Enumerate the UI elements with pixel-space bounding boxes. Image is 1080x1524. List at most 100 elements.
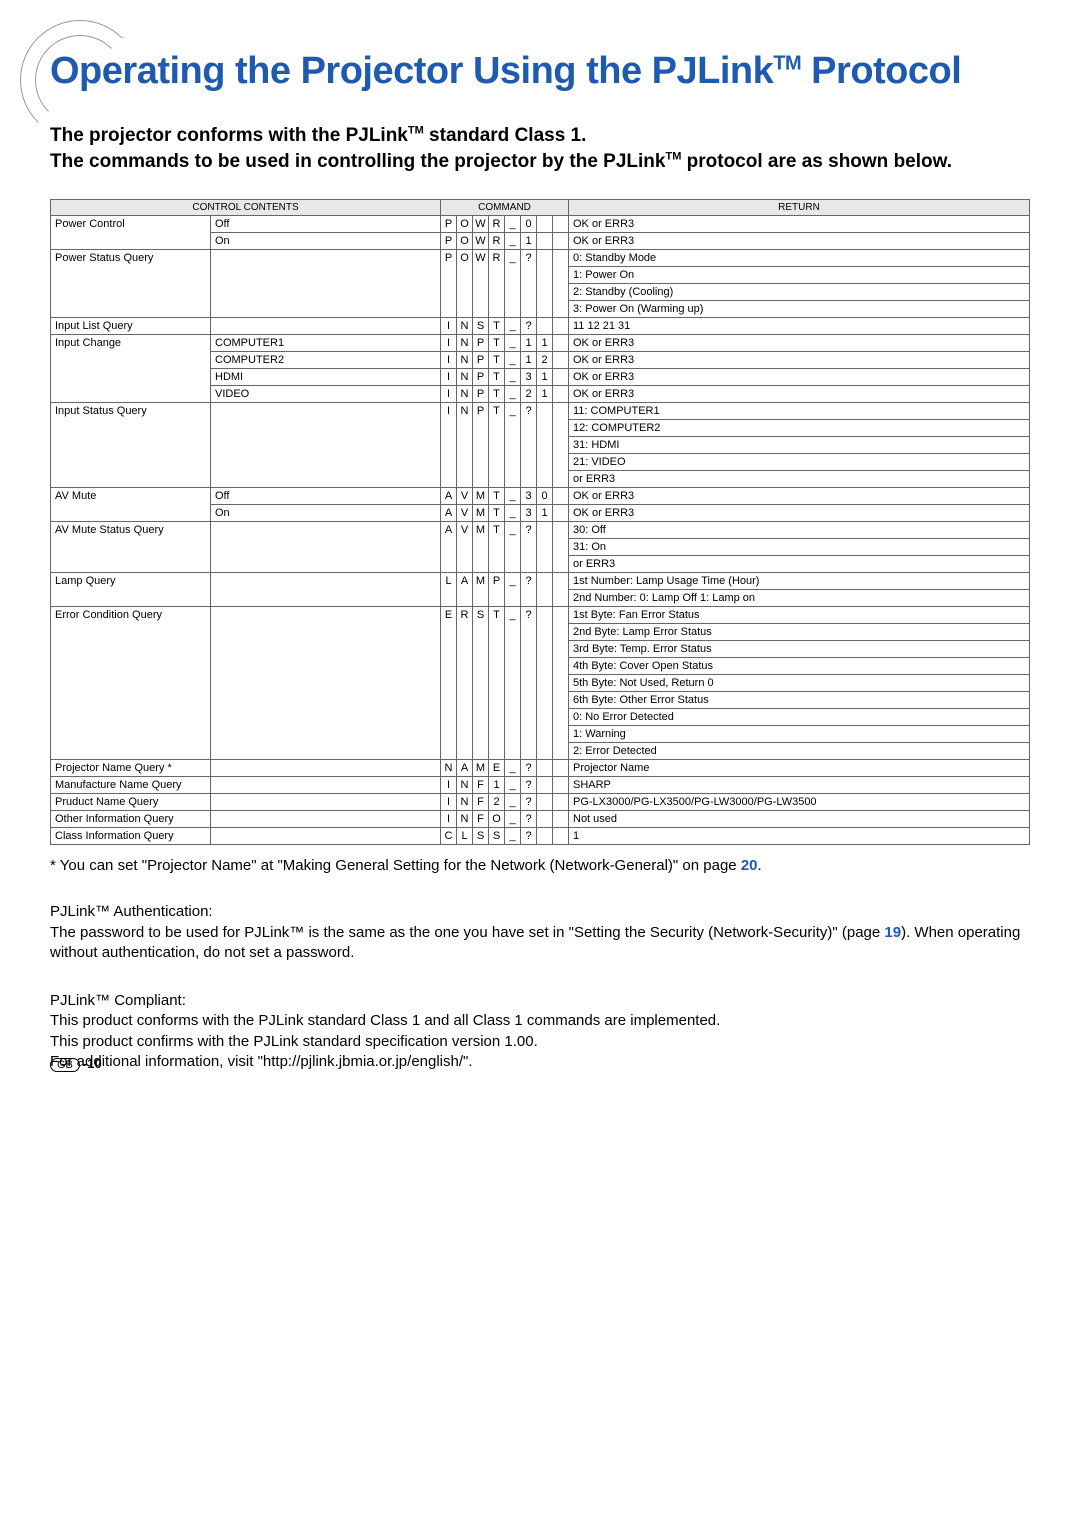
- param-cell: [211, 522, 441, 573]
- cmd-cell: [537, 760, 553, 777]
- control-cell: Pruduct Name Query: [51, 794, 211, 811]
- cmd-cell: 1: [521, 352, 537, 369]
- cmd-cell: _: [505, 794, 521, 811]
- param-cell: Off: [211, 216, 441, 233]
- param-cell: [211, 828, 441, 845]
- table-row: Input ChangeCOMPUTER1INPT_11OK or ERR3: [51, 335, 1030, 352]
- cmd-cell: P: [441, 216, 457, 233]
- cmd-cell: 3: [521, 488, 537, 505]
- cmd-cell: 2: [537, 352, 553, 369]
- cmd-cell: N: [457, 335, 473, 352]
- cmd-cell: V: [457, 488, 473, 505]
- return-cell: 11: COMPUTER1: [569, 403, 1030, 420]
- cmd-cell: _: [505, 522, 521, 573]
- param-cell: [211, 318, 441, 335]
- cmd-cell: [537, 216, 553, 233]
- param-cell: COMPUTER1: [211, 335, 441, 352]
- cmd-cell: I: [441, 386, 457, 403]
- cmd-cell: [553, 505, 569, 522]
- page-link-20: 20: [741, 857, 758, 874]
- cmd-cell: V: [457, 505, 473, 522]
- cmd-cell: ?: [521, 794, 537, 811]
- cmd-cell: T: [489, 369, 505, 386]
- cmd-cell: [553, 522, 569, 573]
- table-row: AV Mute Status QueryAVMT_?30: Off: [51, 522, 1030, 539]
- cmd-cell: C: [441, 828, 457, 845]
- param-cell: [211, 760, 441, 777]
- cmd-cell: I: [441, 318, 457, 335]
- control-cell: Projector Name Query *: [51, 760, 211, 777]
- footnote: * You can set "Projector Name" at "Makin…: [50, 857, 1030, 874]
- cmd-cell: [553, 335, 569, 352]
- param-cell: [211, 811, 441, 828]
- cmd-cell: 1: [537, 369, 553, 386]
- return-cell: OK or ERR3: [569, 352, 1030, 369]
- cmd-cell: ?: [521, 318, 537, 335]
- return-cell: Projector Name: [569, 760, 1030, 777]
- cmd-cell: [537, 403, 553, 488]
- cmd-cell: R: [457, 607, 473, 760]
- control-cell: Power Status Query: [51, 250, 211, 318]
- control-cell: Input Change: [51, 335, 211, 403]
- cmd-cell: _: [505, 386, 521, 403]
- cmd-cell: I: [441, 369, 457, 386]
- return-cell: or ERR3: [569, 471, 1030, 488]
- control-cell: Power Control: [51, 216, 211, 250]
- cmd-cell: [537, 811, 553, 828]
- command-table: CONTROL CONTENTS COMMAND RETURN Power Co…: [50, 199, 1030, 845]
- cmd-cell: I: [441, 811, 457, 828]
- cmd-cell: _: [505, 607, 521, 760]
- table-row: Input List QueryINST_?11 12 21 31: [51, 318, 1030, 335]
- return-cell: 1: Power On: [569, 267, 1030, 284]
- cmd-cell: W: [473, 250, 489, 318]
- cmd-cell: E: [489, 760, 505, 777]
- table-row: Other Information QueryINFO_?Not used: [51, 811, 1030, 828]
- compliant-section: PJLink™ Compliant: This product conforms…: [50, 991, 1030, 1072]
- cmd-cell: A: [457, 760, 473, 777]
- control-cell: Class Information Query: [51, 828, 211, 845]
- return-cell: 3rd Byte: Temp. Error Status: [569, 641, 1030, 658]
- cmd-cell: N: [457, 352, 473, 369]
- cmd-cell: 2: [489, 794, 505, 811]
- cmd-cell: 1: [537, 386, 553, 403]
- cmd-cell: F: [473, 811, 489, 828]
- return-cell: OK or ERR3: [569, 505, 1030, 522]
- cmd-cell: S: [473, 318, 489, 335]
- cmd-cell: N: [457, 318, 473, 335]
- cmd-cell: N: [441, 760, 457, 777]
- cmd-cell: I: [441, 403, 457, 488]
- cmd-cell: M: [473, 522, 489, 573]
- cmd-cell: ?: [521, 522, 537, 573]
- return-cell: 4th Byte: Cover Open Status: [569, 658, 1030, 675]
- return-cell: 11 12 21 31: [569, 318, 1030, 335]
- param-cell: [211, 403, 441, 488]
- control-cell: Error Condition Query: [51, 607, 211, 760]
- table-row: Manufacture Name QueryINF1_?SHARP: [51, 777, 1030, 794]
- cmd-cell: [537, 522, 553, 573]
- param-cell: VIDEO: [211, 386, 441, 403]
- table-row: Power ControlOffPOWR_0OK or ERR3: [51, 216, 1030, 233]
- return-cell: 31: HDMI: [569, 437, 1030, 454]
- cmd-cell: W: [473, 216, 489, 233]
- cmd-cell: I: [441, 352, 457, 369]
- cmd-cell: [553, 488, 569, 505]
- title-text-1: Operating the Projector Using the PJLink: [50, 50, 773, 92]
- cmd-cell: T: [489, 505, 505, 522]
- cmd-cell: N: [457, 369, 473, 386]
- cmd-cell: 1: [537, 505, 553, 522]
- cmd-cell: R: [489, 250, 505, 318]
- cmd-cell: T: [489, 318, 505, 335]
- cmd-cell: _: [505, 369, 521, 386]
- cmd-cell: 1: [537, 335, 553, 352]
- header-return: RETURN: [569, 200, 1030, 216]
- cmd-cell: I: [441, 794, 457, 811]
- intro-text: The projector conforms with the PJLinkTM…: [50, 123, 1030, 174]
- cmd-cell: O: [457, 216, 473, 233]
- cmd-cell: N: [457, 794, 473, 811]
- cmd-cell: [537, 607, 553, 760]
- cmd-cell: S: [473, 607, 489, 760]
- return-cell: 0: No Error Detected: [569, 709, 1030, 726]
- cmd-cell: N: [457, 386, 473, 403]
- control-cell: Input List Query: [51, 318, 211, 335]
- cmd-cell: T: [489, 352, 505, 369]
